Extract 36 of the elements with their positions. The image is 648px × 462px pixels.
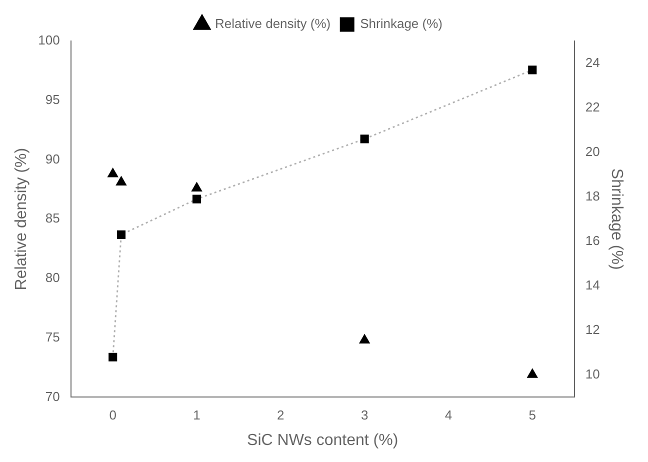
y-tick-label: 85 (45, 210, 60, 226)
x-tick-label: 2 (277, 408, 284, 423)
point (359, 334, 370, 344)
y2-axis-title: Shrinkage (%) (608, 168, 625, 270)
y2-tick-label: 20 (585, 144, 600, 159)
y2-tick-label: 12 (585, 322, 600, 337)
y2-tick-label: 14 (585, 277, 600, 292)
x-tick-label: 0 (109, 408, 116, 423)
point (192, 182, 202, 192)
y2-tick-label: 16 (585, 232, 600, 248)
x-axis-title: SiC NWs content (%) (247, 432, 398, 449)
x-tick-label: 4 (444, 408, 452, 423)
point (116, 230, 126, 239)
point (116, 176, 126, 186)
point (528, 66, 537, 74)
legend-label: Shrinkage (%) (360, 16, 442, 32)
y-tick-label: 80 (45, 270, 60, 286)
y-tick-label: 70 (45, 388, 60, 404)
point (108, 352, 118, 362)
y2-tick-label: 24 (585, 54, 600, 70)
y-tick-label: 100 (38, 32, 60, 48)
y2-tick-label: 18 (585, 188, 600, 204)
point (108, 168, 118, 178)
point (527, 368, 538, 378)
y-axis-title: Relative density (%) (13, 148, 30, 290)
legend-label: Relative density (%) (215, 16, 331, 32)
x-tick-label: 3 (360, 408, 368, 423)
y2-tick-label: 10 (585, 366, 600, 382)
y-tick-label: 95 (45, 92, 60, 107)
y-tick-label: 90 (45, 151, 60, 166)
point (192, 194, 202, 204)
point (360, 134, 369, 144)
y-tick-label: 75 (45, 329, 60, 344)
x-tick-label: 1 (193, 408, 200, 423)
x-tick-label: 5 (528, 408, 536, 423)
y2-tick-label: 22 (585, 99, 600, 114)
